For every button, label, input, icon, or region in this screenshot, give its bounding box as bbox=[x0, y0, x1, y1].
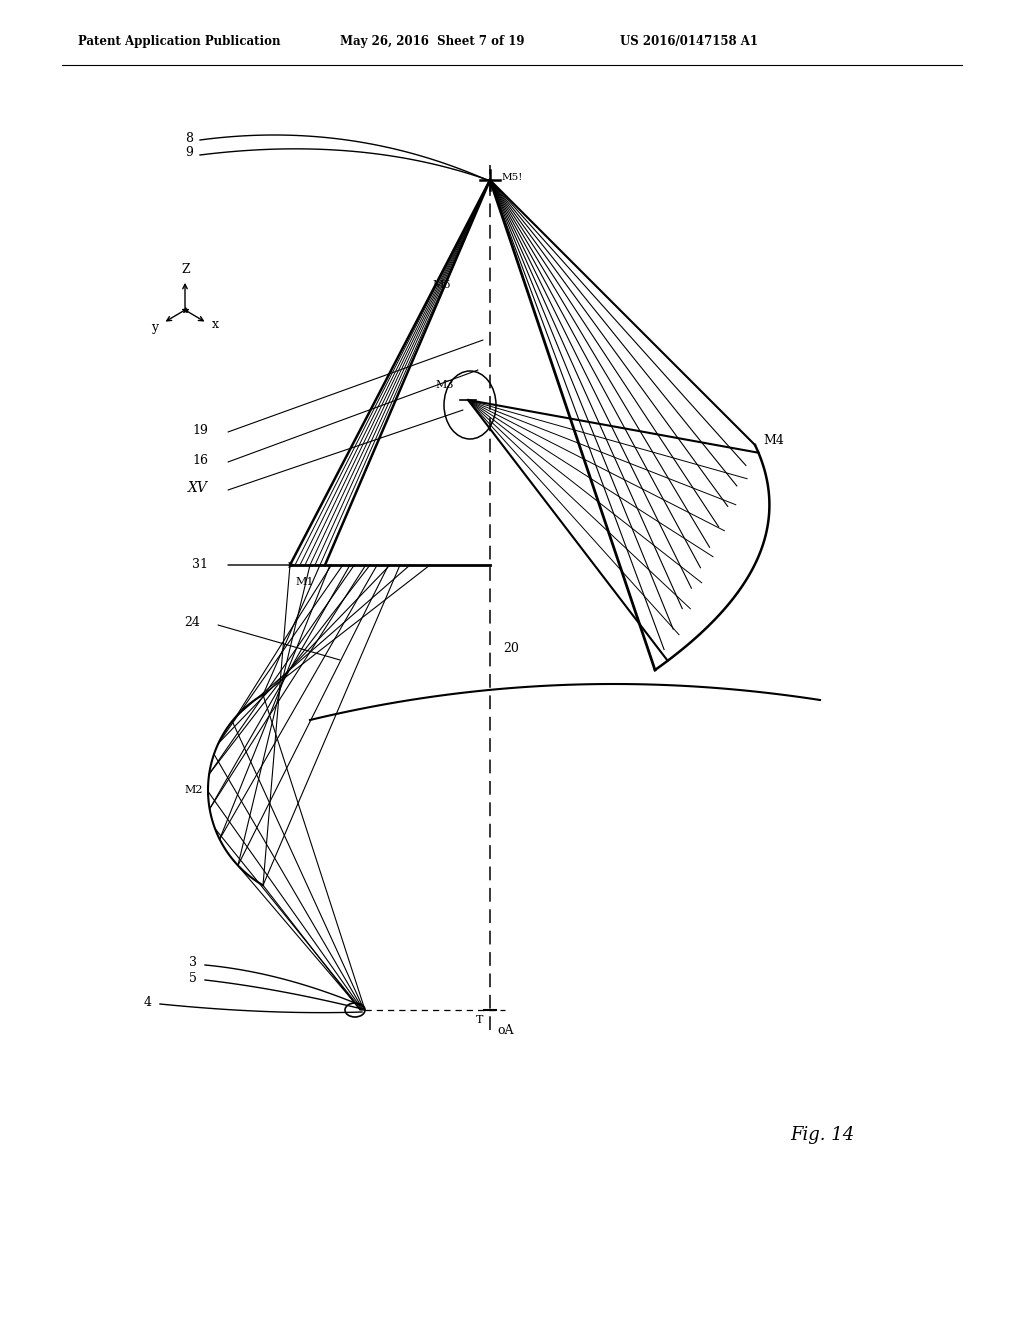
Text: 9: 9 bbox=[185, 147, 193, 160]
Text: M5!: M5! bbox=[502, 173, 523, 181]
Text: 8: 8 bbox=[185, 132, 193, 144]
Text: M1: M1 bbox=[295, 577, 313, 587]
Text: US 2016/0147158 A1: US 2016/0147158 A1 bbox=[620, 36, 758, 49]
Text: M6: M6 bbox=[432, 280, 451, 290]
Text: T: T bbox=[476, 1015, 483, 1026]
Text: XV: XV bbox=[188, 480, 208, 495]
Text: 5: 5 bbox=[189, 972, 197, 985]
Text: 16: 16 bbox=[193, 454, 208, 466]
Text: 31: 31 bbox=[193, 558, 208, 572]
Text: Z: Z bbox=[181, 263, 190, 276]
Text: y: y bbox=[151, 322, 158, 334]
Text: May 26, 2016  Sheet 7 of 19: May 26, 2016 Sheet 7 of 19 bbox=[340, 36, 524, 49]
Text: oA: oA bbox=[497, 1024, 513, 1038]
Text: 4: 4 bbox=[144, 995, 152, 1008]
Text: M2: M2 bbox=[184, 785, 203, 795]
Text: 20: 20 bbox=[503, 642, 519, 655]
Text: 3: 3 bbox=[189, 957, 197, 969]
Text: Fig. 14: Fig. 14 bbox=[790, 1126, 854, 1144]
Text: M4: M4 bbox=[763, 433, 784, 446]
Text: Patent Application Publication: Patent Application Publication bbox=[78, 36, 281, 49]
Text: M3: M3 bbox=[435, 380, 454, 389]
Text: 24: 24 bbox=[184, 616, 200, 630]
Text: x: x bbox=[212, 318, 219, 331]
Text: 19: 19 bbox=[193, 424, 208, 437]
